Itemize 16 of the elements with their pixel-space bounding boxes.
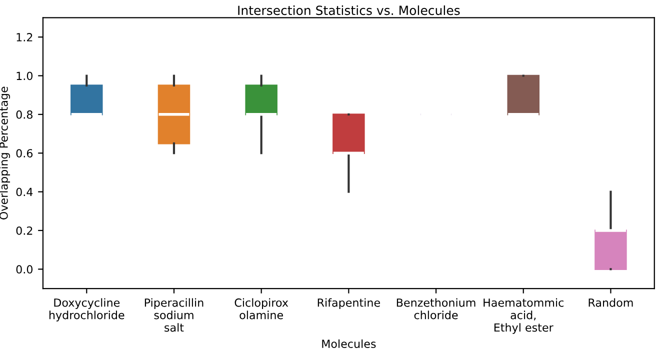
x-tick-label: Haematommic acid, Ethyl ester <box>484 298 564 334</box>
x-tick-label: Doxycycline hydrochloride <box>49 298 124 322</box>
y-tick-label: 0.0 <box>16 265 33 274</box>
y-tick-label: 0.4 <box>16 188 33 196</box>
x-tick-label: Random <box>588 298 633 307</box>
x-tick-label: Rifapentine <box>318 298 380 309</box>
x-axis-title: Molecules <box>322 339 376 348</box>
x-tick-label: Ciclopirox olamine <box>234 298 288 320</box>
chart-title: Intersection Statistics vs. Molecules <box>238 5 460 16</box>
y-tick-label: 1.2 <box>16 33 32 42</box>
y-tick-label: 1.0 <box>16 72 33 80</box>
y-tick-label: 0.2 <box>16 226 32 235</box>
x-tick-label: Piperacillin sodium salt <box>144 298 204 332</box>
y-tick-label: 0.6 <box>16 149 33 158</box>
y-tick-label: 0.8 <box>16 110 32 119</box>
x-tick-label: Benzethonium chloride <box>396 298 476 320</box>
